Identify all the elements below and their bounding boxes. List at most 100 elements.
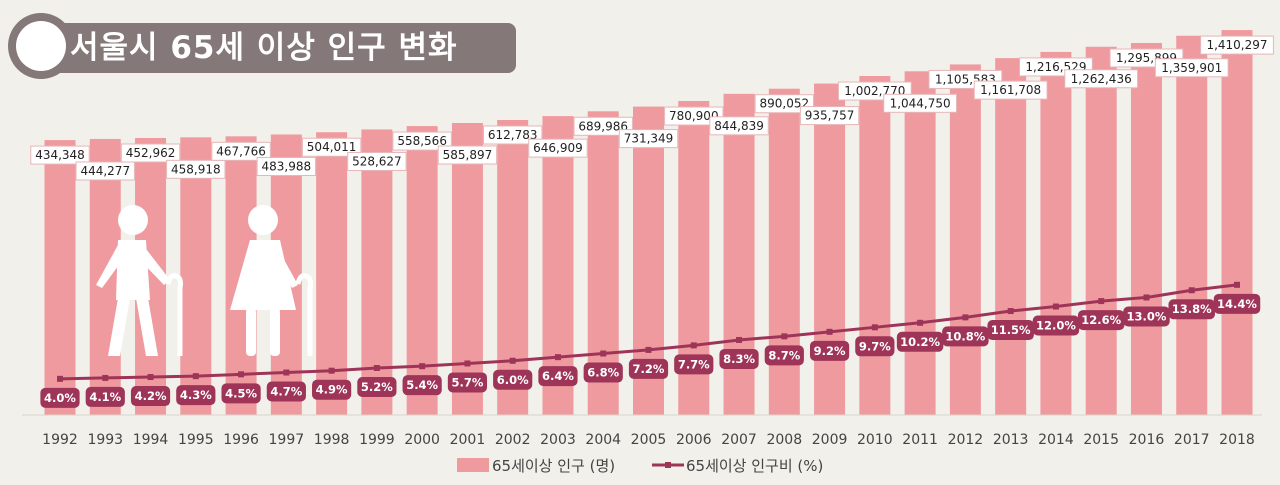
line-data-label: 4.5% [225,386,257,400]
line-marker-2012 [962,314,969,321]
legend-bar-label: 65세이상 인구 (명) [492,457,615,475]
bar-label-box [973,80,1048,100]
line-marker-2018 [1234,281,1240,288]
line-label-box [674,354,714,375]
legend-line-label: 65세이상 인구비 (%) [686,457,823,475]
bar-2014 [1040,51,1072,415]
bar-1992 [44,140,76,415]
line-marker-1994 [147,374,154,381]
bar-label-box [211,141,271,161]
bar-data-label: 1,359,901 [1161,61,1222,75]
bar-data-label: 452,962 [126,146,176,160]
bar-label-box [437,145,498,165]
bar-label-box [573,116,633,136]
bar-2011 [904,71,936,415]
bar-label-box [528,138,588,158]
bar-2016 [1130,42,1162,416]
bar-2008 [768,88,800,416]
bar-label-box [120,143,181,163]
bar-label-box [709,116,769,136]
bar-1995 [180,137,212,415]
x-tick-label: 2017 [1174,432,1210,448]
head [248,205,278,235]
bar-data-label: 1,044,750 [890,96,951,110]
bar-label-box [1064,69,1139,89]
x-tick-label: 1992 [42,432,78,448]
line-marker-2014 [1052,303,1059,310]
bar-data-label: 444,277 [80,164,130,178]
line-label-box [942,326,989,347]
line-label-box [266,381,306,402]
bar-label-box [30,145,90,165]
cane [165,273,183,356]
bar-2010 [859,76,891,415]
bar-label-box [1200,35,1274,55]
line-label-box [312,379,352,400]
line-marker-2005 [645,346,652,353]
x-tick-label: 2009 [812,432,848,448]
line-data-label: 4.0% [44,391,76,405]
bar-2000 [406,126,438,415]
bar-label-box [392,131,452,151]
bar-data-label: 844,839 [714,119,764,133]
line-data-label: 4.1% [89,390,121,404]
line-marker-1998 [328,367,335,374]
bar-data-label: 434,348 [35,148,85,162]
line-marker-2001 [464,360,471,367]
line-data-label: 8.7% [768,348,800,362]
head [118,205,148,235]
line-data-label: 5.4% [406,378,438,392]
cane [295,273,313,356]
bar-label-box [1154,58,1229,78]
leg [270,308,280,356]
line-label-box [1123,306,1170,327]
line-marker-1999 [373,364,380,371]
x-tick-label: 1994 [133,432,169,448]
line-data-label: 10.2% [900,335,940,349]
line-label-box [221,383,261,404]
line-label-box [402,375,442,396]
elderly-man-with-cane-icon [96,205,183,356]
x-tick-label: 2013 [993,432,1029,448]
line-marker-1993 [102,374,109,381]
chart-title: 서울시 65세 이상 인구 변화 [70,30,458,66]
bar-data-label: 467,766 [216,144,266,158]
bar-2003 [542,116,574,415]
x-tick-label: 2001 [450,432,486,448]
line-label-box [1077,310,1125,331]
leg [108,298,130,356]
bar-2018 [1221,30,1253,415]
bar-label-box [883,93,958,113]
line-label-box [40,387,80,408]
line-label-box [896,331,944,352]
x-tick-label: 2014 [1038,432,1074,448]
legend-bar-swatch [457,458,489,472]
line-data-label: 4.7% [270,385,302,399]
line-data-label: 12.0% [1036,319,1076,333]
x-tick-label: 2010 [857,432,893,448]
bar-label-box [256,156,317,176]
x-tick-label: 2000 [404,432,440,448]
line-label-box [583,362,623,383]
line-label-box [85,386,125,407]
line-marker-1996 [238,371,245,378]
line-label-box [1168,299,1215,320]
bar-data-label: 1,161,708 [980,83,1041,97]
line-marker-2006 [690,342,697,349]
line-label-box [1032,315,1080,336]
x-tick-label: 2008 [766,432,802,448]
bar-label-box [754,94,815,114]
line-data-label: 11.5% [991,323,1031,337]
line-marker-2016 [1143,294,1150,301]
bar-data-label: 731,349 [624,132,674,146]
line-data-label: 5.2% [361,380,393,394]
line-data-label: 4.9% [316,383,348,397]
bar-2009 [814,83,846,415]
line-label-box [764,345,804,366]
x-tick-label: 2015 [1083,432,1119,448]
bar-data-label: 528,627 [352,154,402,168]
x-tick-label: 2012 [948,432,984,448]
bar-data-label: 780,900 [669,109,719,123]
line-data-label: 13.8% [1172,302,1212,316]
